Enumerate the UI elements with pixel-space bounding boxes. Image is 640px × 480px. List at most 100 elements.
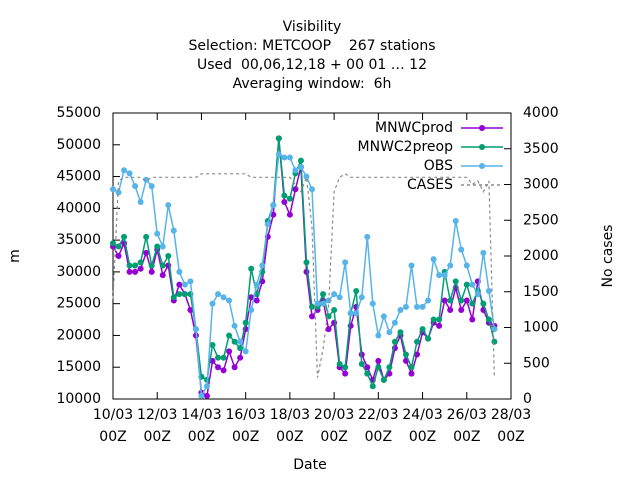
data-point <box>391 338 398 345</box>
data-point <box>347 310 354 317</box>
data-point <box>137 198 144 205</box>
data-point <box>170 294 177 301</box>
data-point <box>181 291 188 298</box>
data-point <box>419 326 426 333</box>
data-point <box>430 256 437 263</box>
data-point <box>358 294 365 301</box>
data-point <box>469 316 476 323</box>
data-point <box>154 243 161 250</box>
data-point <box>209 300 216 307</box>
data-point <box>402 303 409 310</box>
data-point <box>480 300 487 307</box>
data-point <box>441 297 448 304</box>
y-tick-label: 50000 <box>56 137 101 153</box>
data-point <box>408 262 415 269</box>
data-point <box>386 364 393 371</box>
data-point <box>226 297 233 304</box>
data-point <box>226 348 233 355</box>
data-point <box>115 189 122 196</box>
chart-subtitle: Used 00,06,12,18 + 00 01 … 12 <box>197 57 427 73</box>
data-point <box>342 364 349 371</box>
legend-label: CASES <box>407 177 453 193</box>
data-point <box>364 233 371 240</box>
data-point <box>331 307 338 314</box>
data-point <box>237 345 244 352</box>
data-point <box>375 332 382 339</box>
data-point <box>419 303 426 310</box>
data-point <box>159 262 166 269</box>
x-tick-label: 16/03 00Z <box>225 407 265 445</box>
data-point <box>320 300 327 307</box>
data-point <box>281 198 288 205</box>
data-point <box>485 287 492 294</box>
data-point <box>220 367 227 374</box>
y-tick-label: 40000 <box>56 200 101 216</box>
data-point <box>452 218 459 225</box>
data-point <box>436 322 443 329</box>
data-point <box>386 329 393 336</box>
data-point <box>115 243 122 250</box>
data-point <box>264 221 271 228</box>
x-tick-label: 26/03 00Z <box>447 407 487 445</box>
data-point <box>491 326 498 333</box>
data-point <box>226 332 233 339</box>
legend-label: MNWCprod <box>375 120 453 136</box>
data-point <box>248 265 255 272</box>
data-point <box>248 294 255 301</box>
data-point <box>369 383 376 390</box>
y2-tick-label: 4000 <box>523 105 559 121</box>
data-point <box>380 313 387 320</box>
data-point <box>369 300 376 307</box>
plot-frame <box>112 112 512 400</box>
data-point <box>215 291 222 298</box>
data-point <box>469 281 476 288</box>
data-point <box>253 281 260 288</box>
data-point <box>458 246 465 253</box>
data-point <box>292 167 299 174</box>
data-point <box>297 157 304 164</box>
data-point <box>447 297 454 304</box>
y-tick-label: 25000 <box>56 296 101 312</box>
x-tick-label: 22/03 00Z <box>358 407 398 445</box>
data-point <box>148 183 155 190</box>
data-point <box>436 272 443 279</box>
data-point <box>331 291 338 298</box>
data-point <box>137 265 144 272</box>
data-point <box>121 233 128 240</box>
data-point <box>148 262 155 269</box>
legend-marker <box>479 163 485 169</box>
data-point <box>303 259 310 266</box>
data-point <box>458 297 465 304</box>
data-point <box>441 272 448 279</box>
data-point <box>364 364 371 371</box>
x-tick-label: 20/03 00Z <box>314 407 354 445</box>
data-point <box>220 294 227 301</box>
data-point <box>148 268 155 275</box>
y2-axis-label: No cases <box>600 225 616 288</box>
data-point <box>463 297 470 304</box>
data-point <box>452 278 459 285</box>
data-point <box>436 316 443 323</box>
data-point <box>342 370 349 377</box>
y-tick-label: 10000 <box>56 391 101 407</box>
data-point <box>270 202 277 209</box>
data-point <box>270 211 277 218</box>
x-tick-label: 10/03 00Z <box>93 407 133 445</box>
data-point <box>309 186 315 193</box>
data-point <box>414 351 421 358</box>
x-tick-label: 28/03 00Z <box>491 407 531 445</box>
data-point <box>170 227 177 234</box>
data-point <box>336 361 343 368</box>
data-point <box>159 272 166 279</box>
data-point <box>198 392 205 399</box>
data-point <box>242 319 249 326</box>
x-axis-label: Date <box>293 457 326 473</box>
data-point <box>143 233 150 240</box>
y2-tick-label: 0 <box>523 391 532 407</box>
data-point <box>176 268 183 275</box>
y2-tick-label: 1000 <box>523 320 559 336</box>
data-point <box>192 326 199 333</box>
legend-label: OBS <box>424 158 453 174</box>
